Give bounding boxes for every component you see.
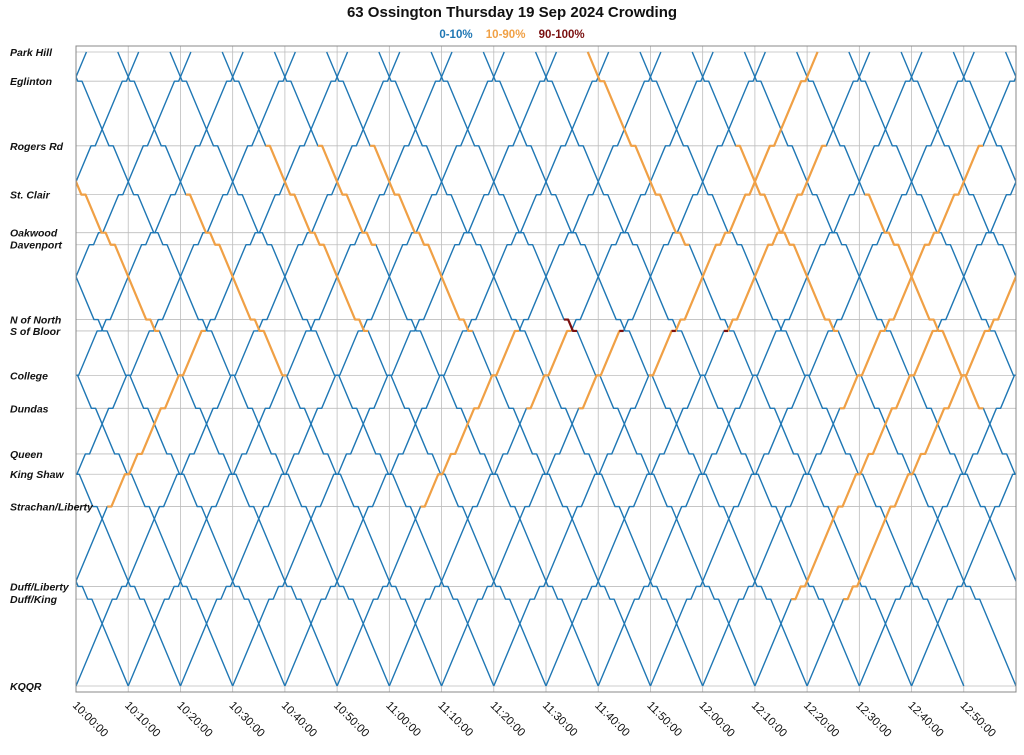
trip-line-north [76,51,296,475]
stop-labels: Park Hill Eglinton Rogers Rd St. Clair Oakwo… [10,47,94,693]
stop-label: Rogers Rd [10,141,64,153]
stop-label: King Shaw [10,469,65,481]
trip-line-north [702,75,1016,687]
trip-line-north [649,51,975,687]
trip-line-south [534,51,860,687]
trip-line-north [806,274,1016,687]
stop-label: N of North [10,315,61,327]
trip-line-north [232,51,558,687]
time-tick-label: 12:00:00 [697,700,737,740]
crowded-segment [723,144,827,333]
trip-line-south [169,51,495,687]
stop-label: Dundas [10,403,49,415]
time-tick-label: 10:30:00 [227,700,267,740]
stop-label: Queen [10,449,43,461]
grid [75,46,1016,692]
trip-lines [76,51,1016,687]
crowded-segment [578,329,624,410]
trip-line-north [179,51,505,687]
stop-label: College [10,370,48,382]
time-tick-label: 12:40:00 [905,700,945,740]
time-tick-labels: 10:00:00 10:10:00 10:20:00 10:30:00 10:40:00… [70,700,998,740]
legend-entry-mid: 10-90% [485,29,526,41]
time-tick-label: 11:20:00 [488,700,528,740]
legend-entry-low: 0-10% [439,29,473,41]
trip-line-north [284,51,610,687]
time-tick-label: 11:30:00 [540,700,580,740]
trip-line-north [910,473,1016,687]
trip-line-south [76,374,234,687]
time-tick-label: 10:20:00 [174,700,214,740]
trip-line-north [597,51,923,687]
crowded-segment [317,144,376,246]
time-tick-label: 11:00:00 [383,700,423,740]
crowded-segment [648,51,819,377]
time-tick-label: 11:10:00 [435,700,475,740]
stop-label: S of Bloor [10,326,61,338]
crowded-segment [526,329,572,410]
trip-line-south [482,51,808,687]
crowded-segment [791,329,937,601]
crowded-segment [76,178,160,333]
stop-label: Park Hill [10,47,53,59]
time-tick-label: 12:50:00 [958,700,998,740]
crowding-segments [76,51,1016,601]
crowded-segment [586,51,690,246]
time-tick-label: 10:10:00 [122,700,162,740]
stop-label: Strachan/Liberty [10,502,94,514]
stop-label: Davenport [10,240,62,252]
plot-frame [75,45,1017,693]
crowded-segment [839,144,983,410]
trip-line-south [76,75,390,687]
time-tick-label: 12:30:00 [853,700,893,740]
time-tick-label: 10:00:00 [70,700,110,740]
crowded-segment [420,329,520,508]
crowded-segment [370,144,473,333]
time-tick-label: 10:50:00 [331,700,371,740]
stop-label: Eglinton [10,76,52,88]
trip-line-south [378,51,704,687]
crowded-segment [265,144,369,333]
chart-title: 63 Ossington Thursday 19 Sep 2024 Crowdi… [346,4,678,21]
crowded-segment [107,329,206,508]
trip-line-south [1004,51,1016,79]
trip-line-south [900,51,1016,279]
trip-line-south [430,51,756,687]
stop-label: Oakwood [10,228,58,240]
trip-line-north [858,374,1016,687]
stop-label: Duff/King [10,594,58,606]
stop-label: KQQR [10,681,42,693]
crowded-segment [843,273,1016,601]
time-tick-label: 12:20:00 [801,700,841,740]
trip-line-south [796,51,1016,475]
crowded-segment [185,193,287,377]
legend: 0-10% 10-90% 90-100% [0,29,1024,41]
trip-line-south [76,473,182,687]
time-tick-label: 12:10:00 [749,700,789,740]
time-tick-label: 10:40:00 [279,700,319,740]
trip-line-south [848,51,1016,377]
plot-border [75,45,1017,693]
trip-line-north [76,51,401,687]
legend-entry-high: 90-100% [538,29,585,41]
trip-line-north [76,51,192,279]
trip-line-north [76,51,244,377]
trip-line-north [127,51,453,687]
time-tick-label: 11:40:00 [592,700,632,740]
stop-label: Duff/Liberty [10,581,70,593]
trip-line-south [743,51,1016,583]
crowded-segment [735,144,839,333]
trip-line-south [76,274,286,687]
trip-line-south [639,51,965,687]
trip-line-north [754,179,1016,687]
crowded-segment [563,318,578,333]
stop-label: St. Clair [10,190,51,202]
time-tick-label: 11:50:00 [644,700,684,740]
